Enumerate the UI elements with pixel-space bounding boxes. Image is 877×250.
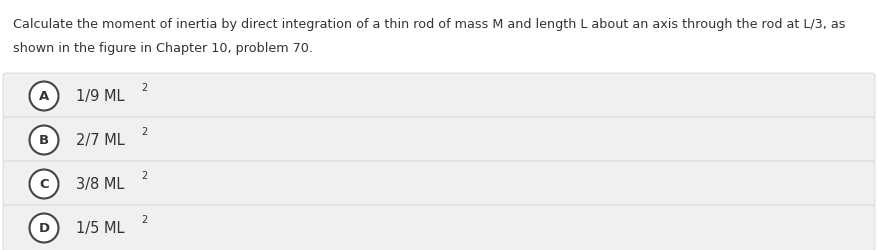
Text: 2: 2 xyxy=(141,83,147,93)
Text: 2: 2 xyxy=(141,126,147,136)
Text: 1/9 ML: 1/9 ML xyxy=(76,89,125,104)
FancyBboxPatch shape xyxy=(3,74,874,120)
Text: 1/5 ML: 1/5 ML xyxy=(76,220,125,236)
Circle shape xyxy=(30,82,59,111)
Text: D: D xyxy=(39,222,49,234)
Text: 2: 2 xyxy=(141,170,147,180)
Text: B: B xyxy=(39,134,49,147)
Text: 2: 2 xyxy=(141,214,147,224)
Text: 2/7 ML: 2/7 ML xyxy=(76,133,125,148)
Circle shape xyxy=(30,214,59,242)
FancyBboxPatch shape xyxy=(3,161,874,207)
Text: C: C xyxy=(39,178,49,191)
Text: A: A xyxy=(39,90,49,103)
Circle shape xyxy=(30,170,59,199)
Text: shown in the figure in Chapter 10, problem 70.: shown in the figure in Chapter 10, probl… xyxy=(13,42,312,55)
FancyBboxPatch shape xyxy=(3,118,874,163)
FancyBboxPatch shape xyxy=(3,205,874,250)
Text: Calculate the moment of inertia by direct integration of a thin rod of mass M an: Calculate the moment of inertia by direc… xyxy=(13,18,845,31)
Circle shape xyxy=(30,126,59,155)
Text: 3/8 ML: 3/8 ML xyxy=(76,177,125,192)
